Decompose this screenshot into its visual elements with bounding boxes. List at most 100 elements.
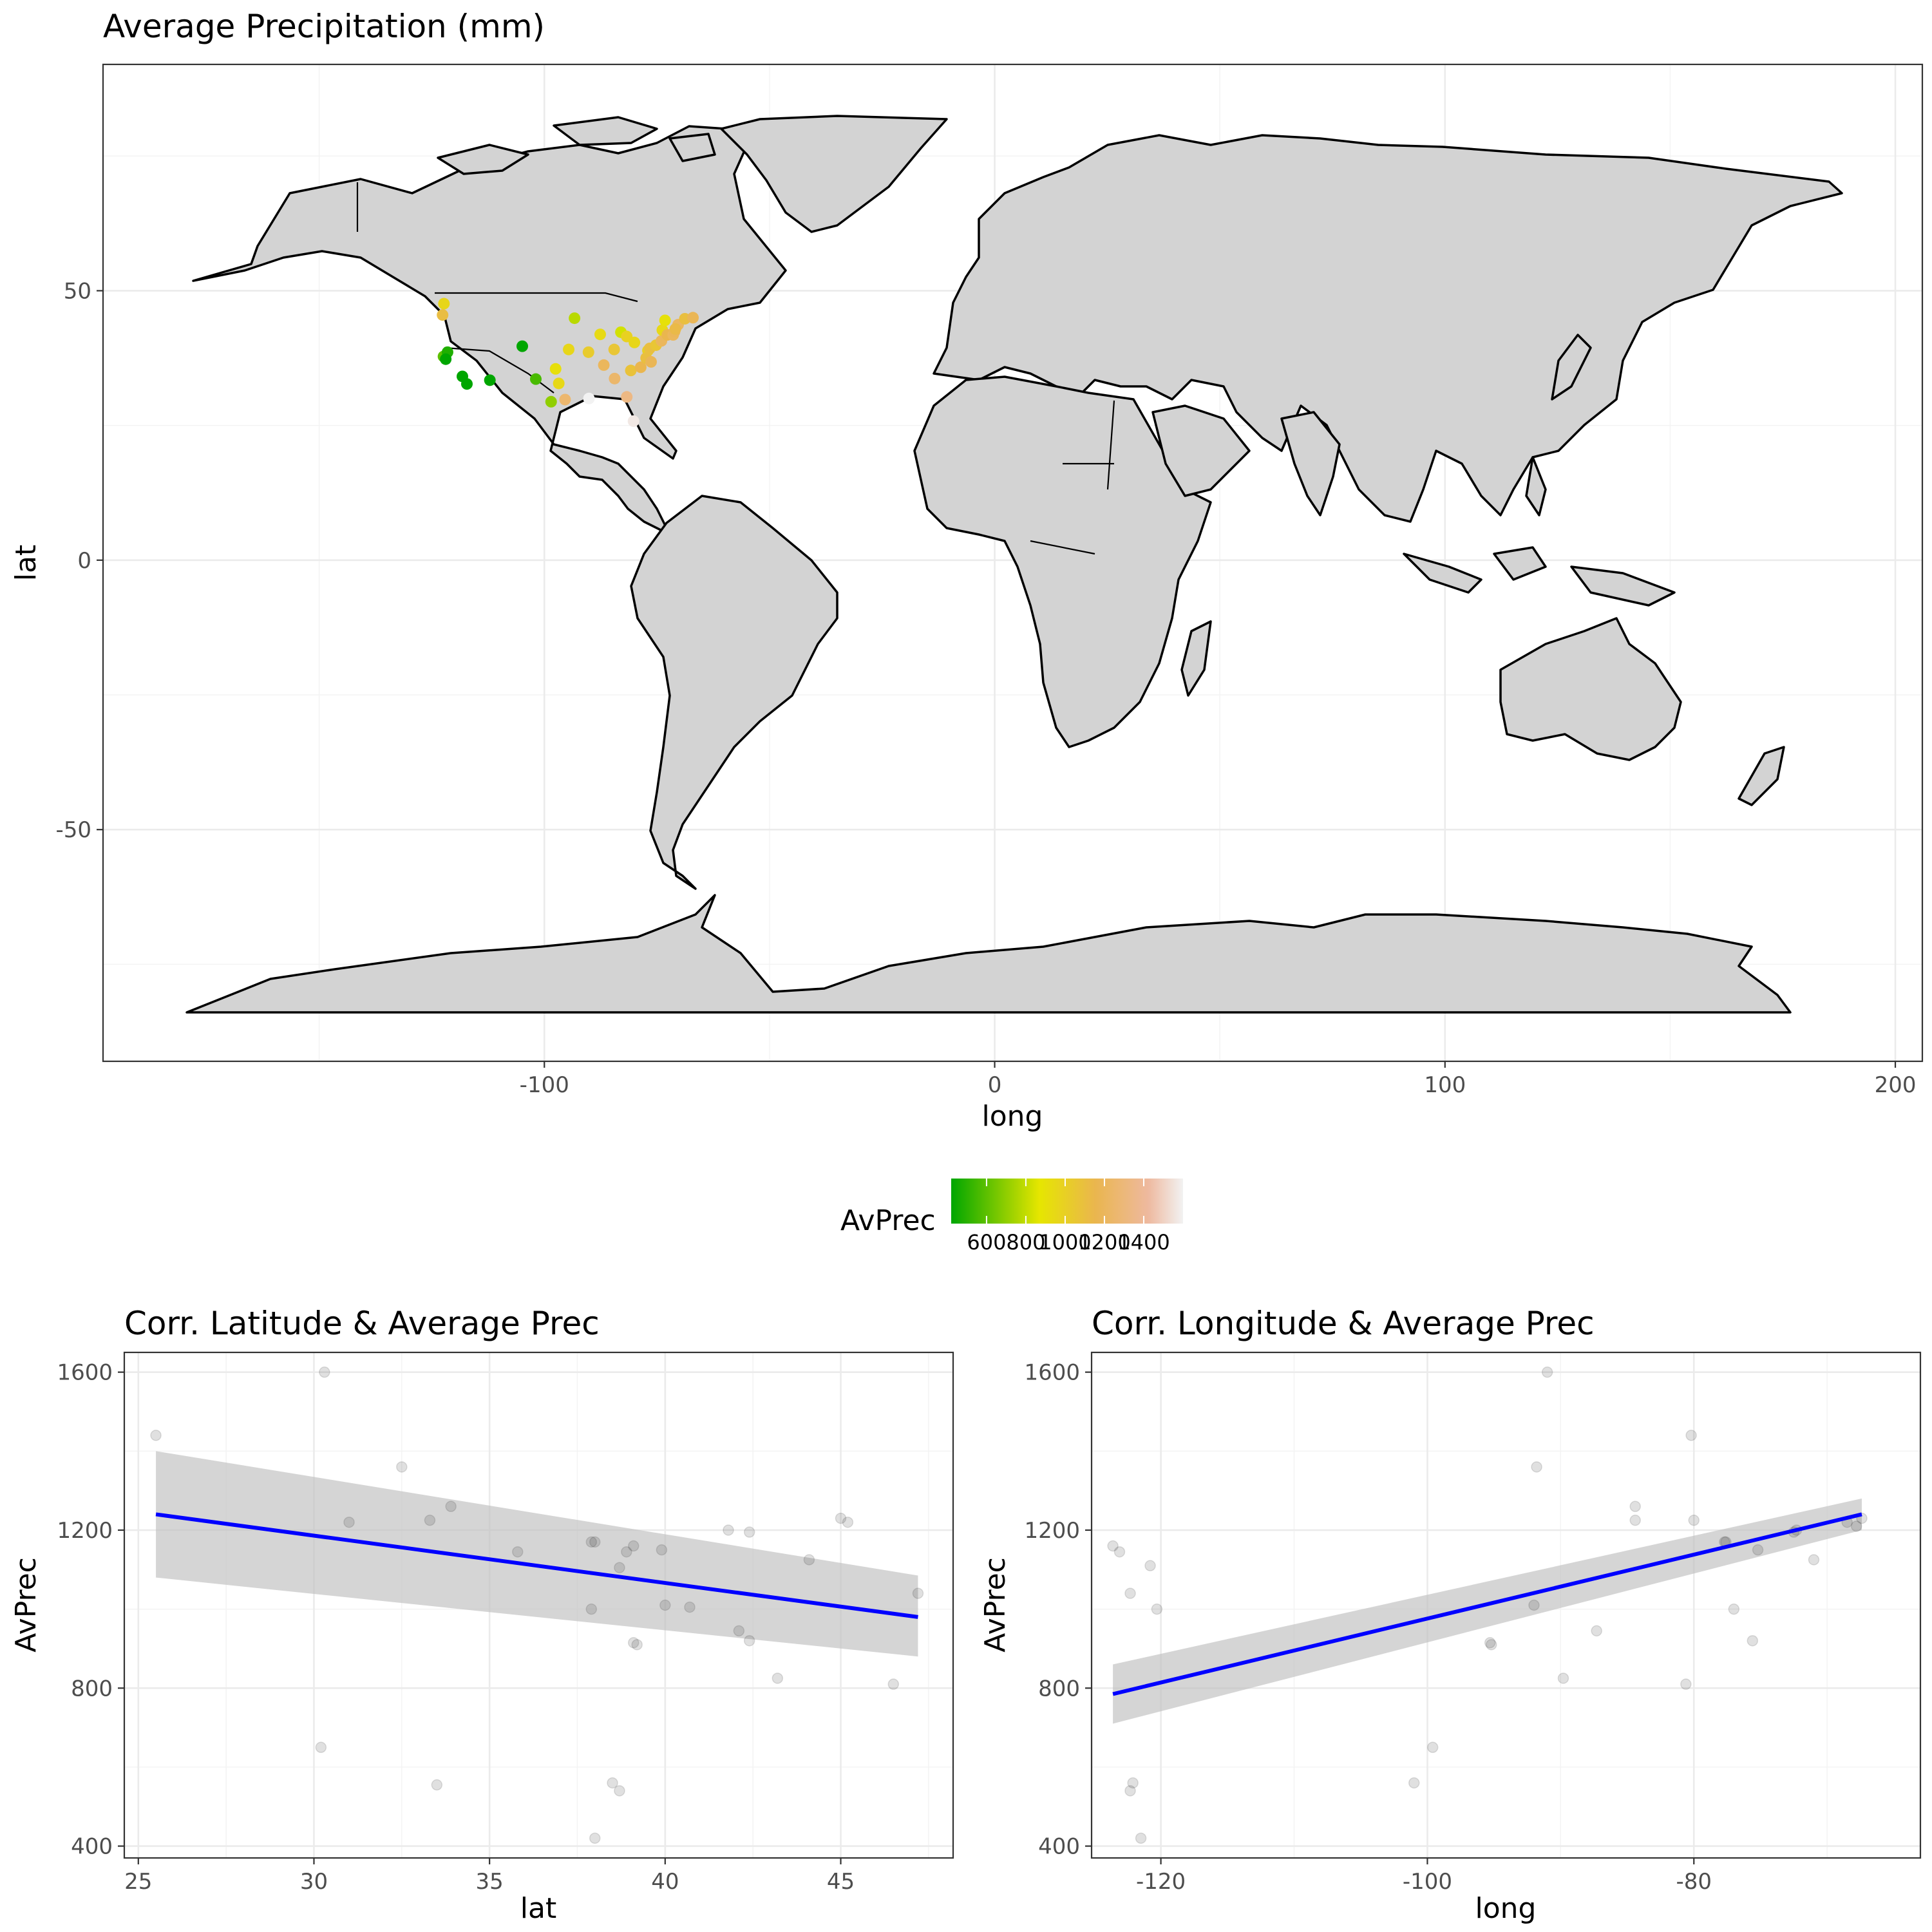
lat-x-tick-label: 45 bbox=[827, 1869, 855, 1895]
legend-tick-label: 1400 bbox=[1117, 1230, 1170, 1255]
map-title: Average Precipitation (mm) bbox=[103, 8, 545, 45]
landmass-africa bbox=[913, 375, 1212, 748]
lat-point bbox=[614, 1562, 625, 1573]
long-point bbox=[1127, 1777, 1139, 1789]
long-fit-line bbox=[1112, 1512, 1862, 1696]
long-point bbox=[1591, 1625, 1602, 1637]
map-point bbox=[484, 374, 496, 386]
lat-point bbox=[743, 1634, 755, 1647]
long-point bbox=[1124, 1587, 1136, 1599]
legend-tick-label: 600 bbox=[967, 1230, 1006, 1255]
long-point bbox=[1484, 1637, 1496, 1649]
map-point bbox=[440, 353, 452, 365]
long-confidence-band bbox=[1113, 1498, 1862, 1724]
lat-axes: 25 30 35 40 45 400 800 1200 1600 bbox=[57, 1360, 855, 1895]
long-point bbox=[1557, 1672, 1569, 1684]
world-landmass bbox=[185, 115, 1843, 1014]
lat-point bbox=[656, 1544, 668, 1556]
map-point bbox=[437, 309, 449, 321]
lat-point bbox=[627, 1540, 639, 1552]
map-point bbox=[545, 395, 557, 408]
map-x-tick-label: -100 bbox=[520, 1072, 569, 1098]
long-scatter-panel: Corr. Longitude & Average Prec -120 -100-… bbox=[979, 1305, 1922, 1925]
lat-frame bbox=[123, 1351, 954, 1859]
long-frame bbox=[1090, 1351, 1922, 1859]
lat-point bbox=[343, 1516, 355, 1528]
lat-x-tick-label: 25 bbox=[124, 1869, 152, 1895]
map-point bbox=[438, 298, 450, 310]
landmass-japan bbox=[1551, 334, 1592, 401]
long-point bbox=[1426, 1741, 1439, 1754]
lat-point bbox=[431, 1779, 443, 1791]
long-x-tick-label: -100 bbox=[1403, 1869, 1452, 1895]
map-y-tick-label: -50 bbox=[55, 817, 91, 843]
map-point bbox=[609, 372, 621, 384]
landmass-new-zealand bbox=[1738, 746, 1785, 806]
lat-point bbox=[607, 1777, 618, 1789]
map-axes: -100 0 100 200 -50 0 50 bbox=[55, 278, 1916, 1098]
lat-point bbox=[772, 1672, 784, 1684]
long-fit-line-path bbox=[1112, 1512, 1862, 1696]
lat-point bbox=[585, 1536, 598, 1548]
long-point bbox=[1752, 1544, 1764, 1556]
lat-panel-title: Corr. Latitude & Average Prec bbox=[124, 1305, 600, 1342]
legend-tick-label: 1000 bbox=[1039, 1230, 1091, 1255]
lat-point bbox=[803, 1554, 815, 1566]
map-y-tick-label: 0 bbox=[77, 548, 91, 574]
long-point bbox=[1629, 1501, 1641, 1512]
long-point bbox=[1850, 1520, 1862, 1532]
map-point bbox=[563, 343, 575, 355]
map-point bbox=[549, 363, 562, 375]
lat-point bbox=[150, 1430, 162, 1441]
long-point bbox=[1113, 1546, 1126, 1558]
map-y-tick-label: 50 bbox=[64, 278, 91, 304]
landmass-south-america bbox=[630, 495, 838, 890]
map-point bbox=[461, 378, 473, 390]
map-point bbox=[634, 361, 647, 374]
lat-point bbox=[319, 1366, 330, 1378]
map-x-tick-label: 100 bbox=[1424, 1072, 1466, 1098]
map-point bbox=[569, 312, 581, 325]
landmass-arabia bbox=[1151, 404, 1251, 497]
lat-point bbox=[912, 1587, 924, 1599]
long-y-title: AvPrec bbox=[979, 1557, 1012, 1653]
map-x-title: long bbox=[982, 1100, 1043, 1133]
long-point bbox=[1151, 1603, 1163, 1615]
map-y-title: lat bbox=[10, 545, 43, 581]
map-point bbox=[625, 365, 637, 377]
long-point bbox=[1144, 1560, 1156, 1571]
lat-x-title: lat bbox=[520, 1892, 556, 1925]
map-point bbox=[594, 328, 606, 341]
landmass-greenland bbox=[720, 115, 948, 233]
long-y-tick-label: 400 bbox=[1038, 1834, 1080, 1860]
lat-point bbox=[396, 1461, 408, 1473]
long-point bbox=[1124, 1785, 1136, 1797]
map-point bbox=[621, 391, 633, 403]
map-point bbox=[669, 323, 681, 335]
long-x-tick-label: -120 bbox=[1136, 1869, 1186, 1895]
lat-fit-line bbox=[155, 1512, 918, 1619]
map-point bbox=[516, 340, 529, 352]
map-point bbox=[645, 355, 657, 368]
landmass-madagascar bbox=[1180, 620, 1212, 697]
map-x-tick-label: 0 bbox=[988, 1072, 1002, 1098]
long-point bbox=[1747, 1634, 1759, 1647]
lat-fit-line-path bbox=[155, 1512, 918, 1619]
lat-y-tick-label: 1200 bbox=[57, 1518, 113, 1544]
legend-tick-label: 800 bbox=[1006, 1230, 1045, 1255]
long-x-title: long bbox=[1475, 1892, 1537, 1925]
map-point bbox=[598, 359, 610, 371]
lat-point bbox=[627, 1637, 639, 1649]
long-point bbox=[1685, 1430, 1697, 1441]
lat-y-title: AvPrec bbox=[10, 1557, 43, 1653]
map-panel: Average Precipitation (mm) bbox=[10, 8, 1924, 1133]
legend-title: AvPrec bbox=[840, 1204, 936, 1237]
lat-point bbox=[887, 1678, 900, 1690]
map-point bbox=[627, 415, 639, 427]
map-point bbox=[583, 392, 595, 404]
landmass-arctic-islands bbox=[437, 116, 716, 175]
lat-x-tick-label: 35 bbox=[476, 1869, 504, 1895]
long-point bbox=[1408, 1777, 1420, 1789]
map-point bbox=[582, 346, 594, 358]
